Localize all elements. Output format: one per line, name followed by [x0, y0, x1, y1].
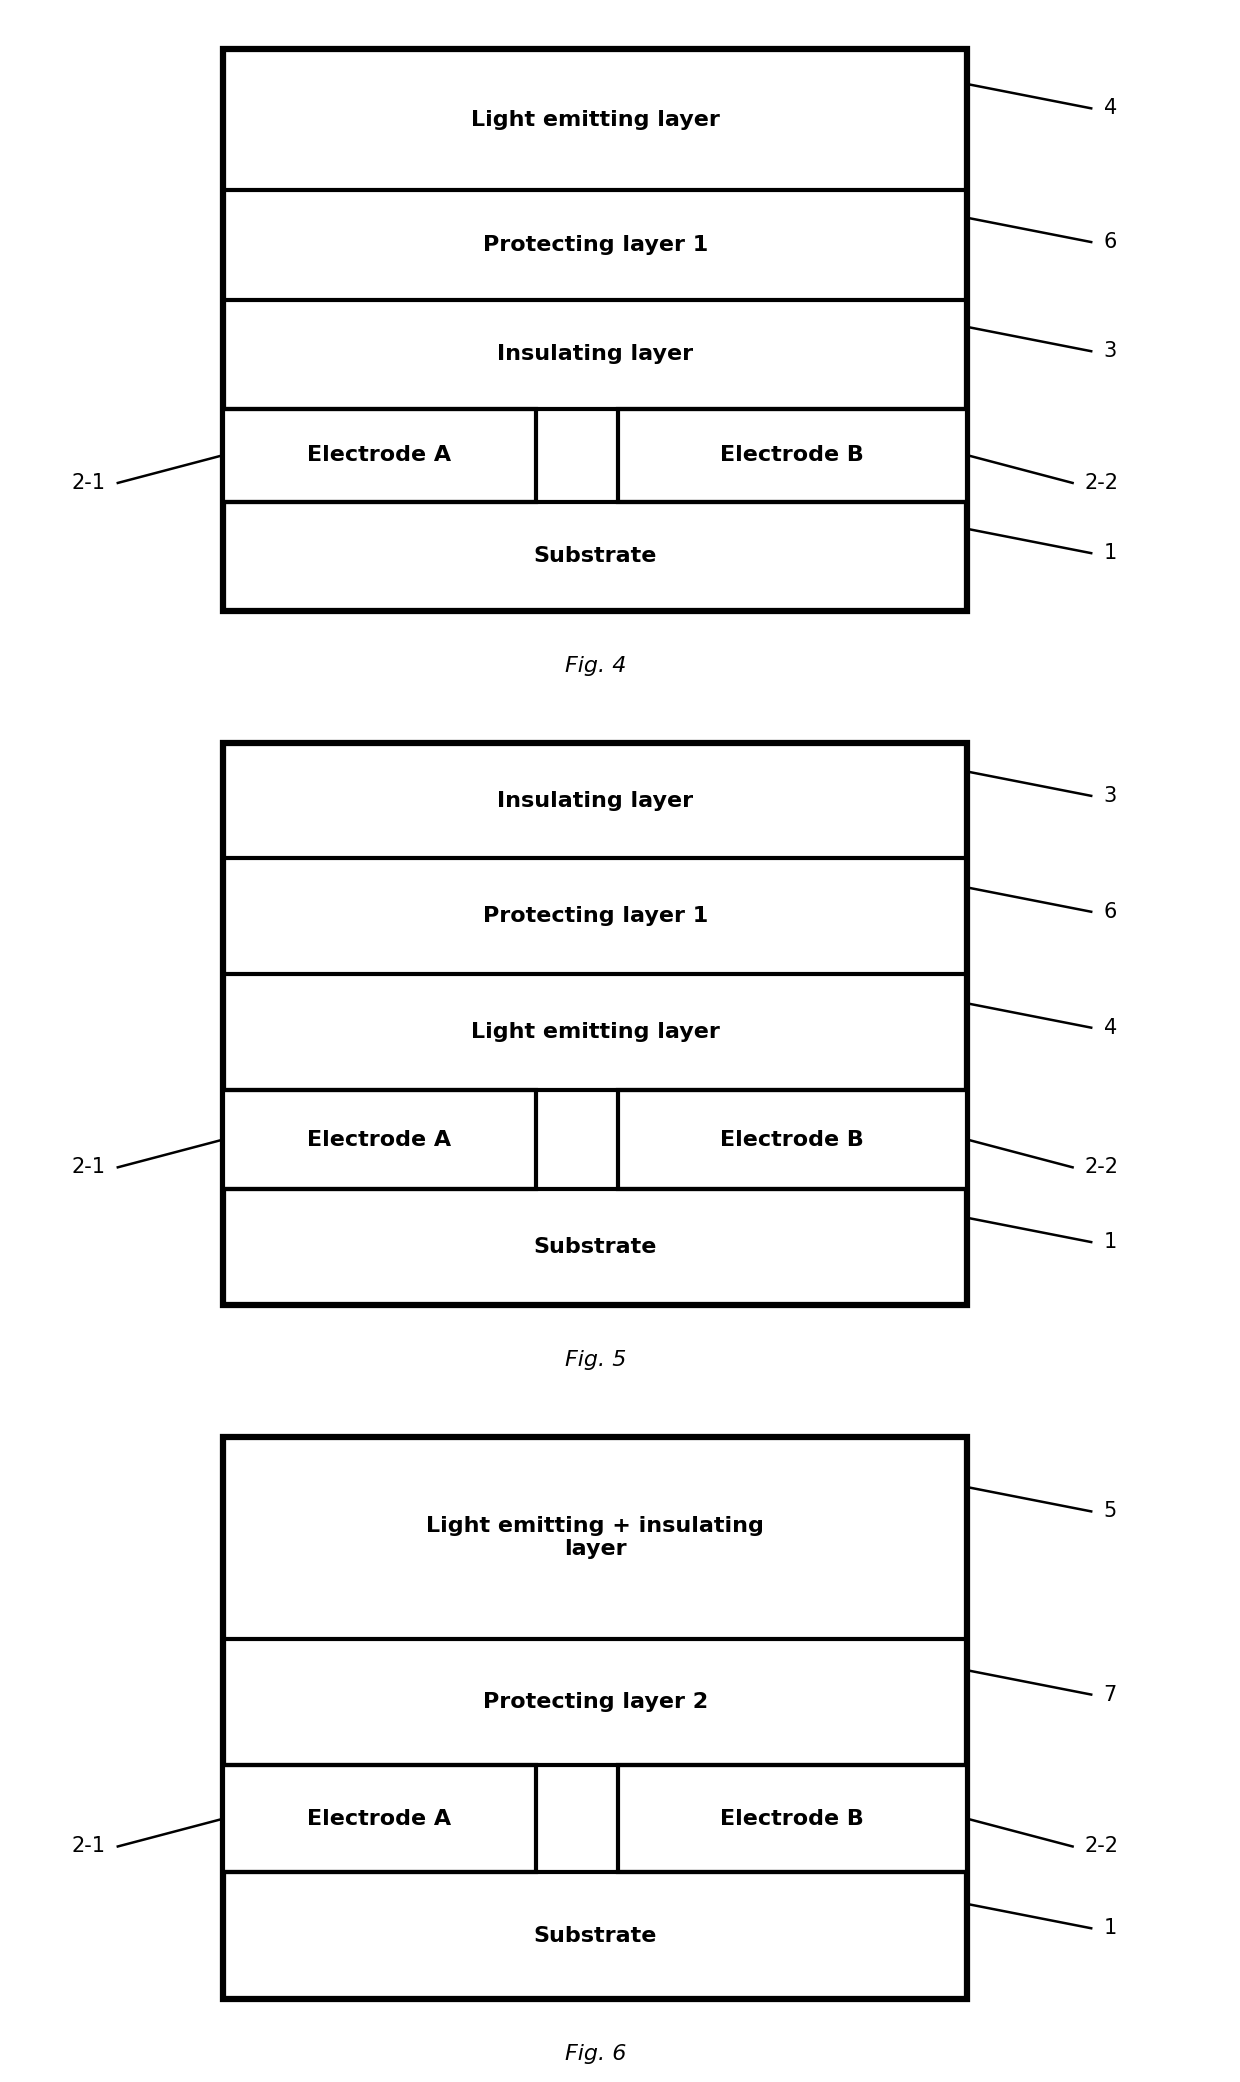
Text: Protecting layer 1: Protecting layer 1: [482, 235, 708, 256]
Text: 1: 1: [1104, 543, 1117, 562]
Text: 2-1: 2-1: [72, 1158, 105, 1176]
Text: 2-2: 2-2: [1085, 1158, 1118, 1176]
Text: 2-1: 2-1: [72, 1836, 105, 1857]
Text: Protecting layer 2: Protecting layer 2: [482, 1693, 708, 1711]
Bar: [223, 1437, 967, 1999]
Bar: [618, 1091, 967, 1189]
Text: Electrode B: Electrode B: [720, 1809, 864, 1828]
Bar: [223, 1091, 536, 1189]
Text: Substrate: Substrate: [533, 1237, 657, 1258]
Text: 1: 1: [1104, 1918, 1117, 1938]
Text: 4: 4: [1104, 1018, 1117, 1037]
Text: Electrode B: Electrode B: [720, 446, 864, 464]
Text: Electrode A: Electrode A: [308, 446, 451, 464]
Text: Substrate: Substrate: [533, 1926, 657, 1945]
Text: 2-1: 2-1: [72, 473, 105, 493]
Text: Substrate: Substrate: [533, 545, 657, 566]
Text: 4: 4: [1104, 98, 1117, 119]
Text: Fig. 4: Fig. 4: [564, 656, 626, 677]
Bar: [223, 743, 967, 1305]
Text: 6: 6: [1104, 231, 1117, 252]
Text: Electrode B: Electrode B: [720, 1131, 864, 1149]
Bar: [223, 48, 967, 610]
Text: 6: 6: [1104, 902, 1117, 922]
Bar: [618, 1766, 967, 1872]
Text: 2-2: 2-2: [1085, 473, 1118, 493]
Bar: [618, 408, 967, 502]
Text: 7: 7: [1104, 1684, 1117, 1705]
Text: Fig. 5: Fig. 5: [564, 1351, 626, 1370]
Bar: [223, 408, 536, 502]
Text: 5: 5: [1104, 1501, 1117, 1522]
Text: 3: 3: [1104, 785, 1117, 806]
Text: 1: 1: [1104, 1233, 1117, 1251]
Text: Light emitting layer: Light emitting layer: [471, 1022, 719, 1043]
Bar: [223, 1766, 536, 1872]
Text: 3: 3: [1104, 341, 1117, 360]
Text: 2-2: 2-2: [1085, 1836, 1118, 1857]
Text: Electrode A: Electrode A: [308, 1809, 451, 1828]
Text: Fig. 6: Fig. 6: [564, 2045, 626, 2063]
Text: Electrode A: Electrode A: [308, 1131, 451, 1149]
Text: Light emitting layer: Light emitting layer: [471, 110, 719, 129]
Text: Protecting layer 1: Protecting layer 1: [482, 906, 708, 926]
Text: Insulating layer: Insulating layer: [497, 791, 693, 810]
Text: Light emitting + insulating
layer: Light emitting + insulating layer: [427, 1516, 764, 1559]
Text: Insulating layer: Insulating layer: [497, 344, 693, 364]
